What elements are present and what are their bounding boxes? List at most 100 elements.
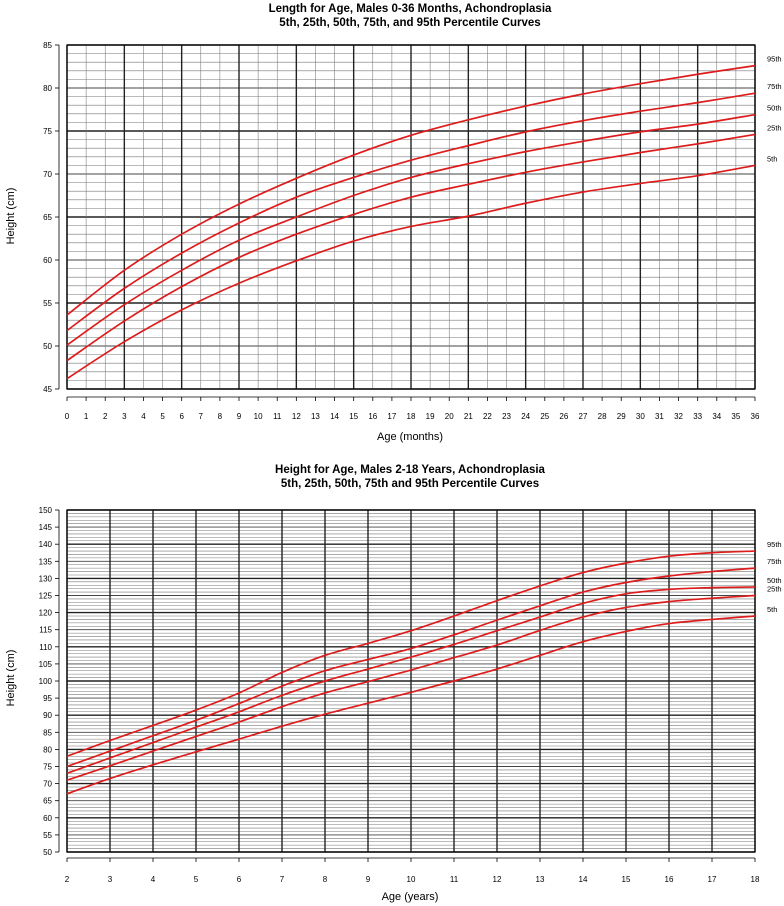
x-tick-label: 29 bbox=[617, 412, 626, 421]
grid bbox=[66, 509, 756, 853]
y-tick-label: 75 bbox=[43, 127, 52, 136]
x-tick-label: 14 bbox=[330, 412, 339, 421]
x-tick-label: 32 bbox=[674, 412, 683, 421]
x-tick-label: 1 bbox=[84, 412, 89, 421]
y-tick-label: 125 bbox=[39, 592, 53, 601]
chart-subtitle: 5th, 25th, 50th, 75th and 95th Percentil… bbox=[281, 478, 539, 490]
x-tick-label: 23 bbox=[502, 412, 511, 421]
series-label-50th: 50th bbox=[767, 576, 782, 585]
x-tick-label: 5 bbox=[160, 412, 165, 421]
x-tick-label: 13 bbox=[311, 412, 320, 421]
x-tick-label: 10 bbox=[407, 875, 416, 884]
series-line-25th bbox=[66, 594, 756, 781]
x-tick-label: 0 bbox=[65, 412, 70, 421]
series-line-95th bbox=[66, 550, 756, 758]
x-tick-label: 31 bbox=[655, 412, 664, 421]
series-line-50th bbox=[66, 113, 756, 346]
chart-subtitle: 5th, 25th, 50th, 75th, and 95th Percenti… bbox=[279, 17, 540, 29]
x-tick-label: 6 bbox=[237, 875, 242, 884]
x-tick-label: 11 bbox=[273, 412, 282, 421]
x-tick-label: 28 bbox=[598, 412, 607, 421]
x-tick-label: 26 bbox=[559, 412, 568, 421]
x-tick-label: 5 bbox=[194, 875, 199, 884]
series-label-5th: 5th bbox=[767, 605, 777, 614]
series-label-5th: 5th bbox=[767, 154, 777, 163]
x-tick-label: 7 bbox=[199, 412, 204, 421]
x-tick-label: 33 bbox=[693, 412, 702, 421]
x-tick-label: 3 bbox=[108, 875, 113, 884]
y-tick-label: 85 bbox=[43, 41, 52, 50]
series-line-25th bbox=[66, 133, 756, 362]
x-tick-label: 18 bbox=[751, 875, 760, 884]
series-line-75th bbox=[66, 92, 756, 332]
grid bbox=[66, 44, 756, 390]
x-tick-label: 30 bbox=[636, 412, 645, 421]
x-tick-label: 16 bbox=[368, 412, 377, 421]
y-axis-label: Height (cm) bbox=[5, 650, 17, 707]
y-tick-label: 65 bbox=[43, 797, 52, 806]
x-tick-label: 11 bbox=[450, 875, 459, 884]
y-tick-label: 60 bbox=[43, 256, 52, 265]
y-tick-label: 100 bbox=[39, 677, 53, 686]
y-tick-label: 45 bbox=[43, 385, 52, 394]
x-tick-label: 22 bbox=[483, 412, 492, 421]
y-tick-label: 120 bbox=[39, 609, 53, 618]
x-tick-label: 20 bbox=[445, 412, 454, 421]
x-axis: 2 3 4 5 6 7 8 9 10 11 12 13 14 15 16 17 18 bbox=[65, 857, 760, 884]
y-tick-label: 150 bbox=[39, 506, 53, 515]
y-tick-label: 80 bbox=[43, 84, 52, 93]
series-label-95th: 95th bbox=[767, 540, 782, 549]
y-tick-label: 80 bbox=[43, 745, 52, 754]
x-tick-label: 15 bbox=[622, 875, 631, 884]
x-tick-label: 2 bbox=[103, 412, 108, 421]
x-tick-label: 35 bbox=[731, 412, 740, 421]
x-tick-label: 2 bbox=[65, 875, 70, 884]
x-tick-label: 34 bbox=[712, 412, 721, 421]
y-tick-label: 115 bbox=[39, 626, 52, 635]
x-tick-label: 3 bbox=[122, 412, 127, 421]
y-tick-label: 50 bbox=[43, 342, 52, 351]
y-tick-label: 130 bbox=[39, 574, 53, 583]
y-tick-label: 140 bbox=[39, 540, 53, 549]
x-tick-label: 9 bbox=[366, 875, 371, 884]
x-tick-label: 18 bbox=[407, 412, 416, 421]
height-for-age-chart: Height for Age, Males 2-18 Years, Achond… bbox=[5, 464, 782, 903]
series-label-25th: 25th bbox=[767, 585, 782, 594]
series-line-5th bbox=[66, 164, 756, 380]
series-label-95th: 95th bbox=[767, 55, 782, 64]
y-tick-label: 55 bbox=[43, 299, 52, 308]
series-label-25th: 25th bbox=[767, 123, 782, 132]
y-tick-label: 65 bbox=[43, 213, 52, 222]
y-tick-label: 105 bbox=[39, 660, 53, 669]
series-label-75th: 75th bbox=[767, 557, 782, 566]
x-tick-label: 19 bbox=[426, 412, 435, 421]
x-tick-label: 6 bbox=[179, 412, 184, 421]
series-line-95th bbox=[66, 64, 756, 316]
x-tick-label: 10 bbox=[254, 412, 263, 421]
x-tick-label: 9 bbox=[237, 412, 242, 421]
y-tick-label: 50 bbox=[43, 848, 52, 857]
x-tick-label: 8 bbox=[218, 412, 223, 421]
y-tick-label: 110 bbox=[39, 643, 52, 652]
y-axis: 45 50 55 60 65 70 75 80 85 bbox=[43, 41, 60, 394]
x-tick-label: 4 bbox=[151, 875, 156, 884]
y-tick-label: 70 bbox=[43, 170, 52, 179]
series-label-50th: 50th bbox=[767, 104, 782, 113]
x-tick-label: 15 bbox=[349, 412, 358, 421]
x-tick-label: 8 bbox=[323, 875, 328, 884]
x-tick-label: 16 bbox=[665, 875, 674, 884]
y-tick-label: 90 bbox=[43, 711, 52, 720]
length-for-age-chart: Length for Age, Males 0-36 Months, Achon… bbox=[5, 3, 782, 443]
x-tick-label: 17 bbox=[708, 875, 717, 884]
y-tick-label: 145 bbox=[39, 523, 53, 532]
y-tick-label: 95 bbox=[43, 694, 52, 703]
x-tick-label: 24 bbox=[521, 412, 530, 421]
x-tick-label: 12 bbox=[493, 875, 502, 884]
y-tick-label: 75 bbox=[43, 763, 52, 772]
x-tick-label: 12 bbox=[292, 412, 301, 421]
x-tick-label: 27 bbox=[579, 412, 588, 421]
y-tick-label: 135 bbox=[39, 557, 53, 566]
